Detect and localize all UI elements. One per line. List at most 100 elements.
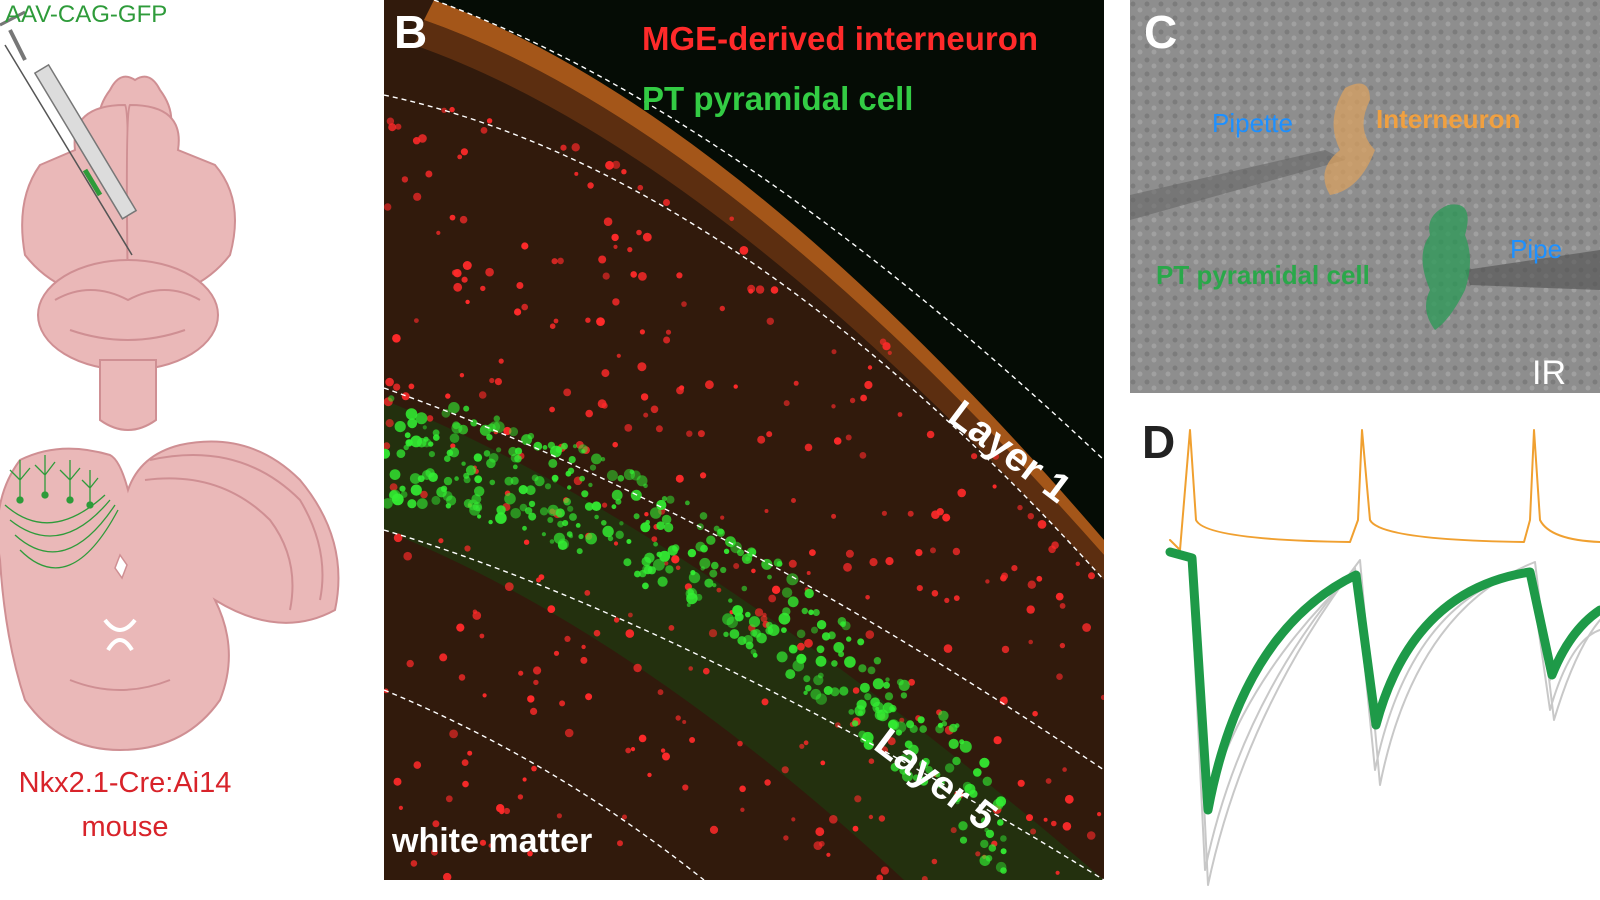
interneuron-dot <box>393 777 402 786</box>
pyramidal-cell-dot <box>492 421 505 433</box>
interneuron-dot <box>559 700 566 707</box>
pyramidal-cell-dot <box>952 756 961 766</box>
pyramidal-cell-dot <box>725 536 736 548</box>
interneuron-dot <box>657 689 664 696</box>
interneuron-dot <box>445 795 453 803</box>
pyramidal-cell-dot <box>935 724 944 734</box>
interneuron-dot <box>584 590 591 596</box>
interneuron-dot <box>854 795 862 803</box>
interneuron-dot <box>585 693 593 701</box>
interneuron-dot <box>637 362 647 372</box>
pyramidal-cell-dot <box>729 629 740 639</box>
interneuron-dot <box>852 687 860 694</box>
interneuron-dot <box>826 852 831 857</box>
interneuron-dot <box>486 118 493 124</box>
pyramidal-cell-dot <box>440 485 448 492</box>
interneuron-dot <box>564 728 574 738</box>
pyramidal-cell-dot <box>465 465 477 476</box>
interneuron-dot <box>843 562 852 572</box>
pyramidal-cell-dot <box>615 530 624 539</box>
pyramidal-cell-dot <box>474 475 483 484</box>
pyramidal-cell-dot <box>872 678 884 690</box>
interneuron-dot <box>403 551 412 561</box>
interneuron-dot <box>480 285 486 292</box>
interneuron-dot <box>1062 822 1072 831</box>
pyramidal-cell-dot <box>634 570 641 578</box>
pipette-1-label: Pipette <box>1212 108 1293 138</box>
pyramidal-cell-dot <box>384 448 391 459</box>
interneuron-dot <box>458 674 466 681</box>
pyramidal-cell-dot <box>656 521 665 530</box>
interneuron-dot <box>881 510 887 516</box>
pyramidal-cell-dot <box>767 574 772 580</box>
panel-d-electrophysiology-traces: D <box>1130 400 1600 900</box>
interneuron-dot <box>461 759 469 766</box>
interneuron-dot <box>441 107 447 114</box>
interneuron-dot <box>879 338 887 346</box>
interneuron-dot <box>688 666 693 671</box>
pyramidal-cell-dot <box>709 569 718 578</box>
interneuron-dot <box>639 329 645 335</box>
interneuron-dot <box>504 582 514 591</box>
interneuron-dot <box>640 393 649 401</box>
legend-red: MGE-derived interneuron <box>642 20 1038 57</box>
pyramidal-cell-dot <box>716 528 725 537</box>
pt-neurons-illustration <box>4 455 119 569</box>
pyramidal-cell-dot <box>400 491 408 498</box>
interneuron-dot <box>783 400 790 407</box>
interneuron-dot <box>950 827 957 834</box>
interneuron-dot <box>516 282 524 289</box>
pyramidal-cell-dot <box>409 473 421 484</box>
interneuron-dot <box>414 318 419 323</box>
pyramidal-cell-dot <box>549 539 555 544</box>
pyramidal-cell-dot <box>722 613 734 626</box>
pyramidal-cell-dot <box>748 616 761 628</box>
interneuron-dot <box>755 285 765 294</box>
interneuron-dot <box>662 752 670 761</box>
interneuron-dot <box>793 380 799 386</box>
interneuron-dot <box>480 126 488 134</box>
pyramidal-cell-dot <box>531 474 539 482</box>
pyramidal-cell-dot <box>403 444 409 451</box>
interneuron-dot <box>385 377 394 387</box>
interneuron-dot <box>671 555 680 564</box>
pyramidal-cell-dot <box>569 513 577 521</box>
pyramidal-cell-dot <box>407 418 418 429</box>
interneuron-dot <box>514 308 522 316</box>
pyramidal-cell-dot <box>472 502 482 512</box>
pyramidal-cell-dot <box>407 499 417 509</box>
interneuron-dot <box>908 678 915 686</box>
pyramidal-cell-dot <box>477 514 482 519</box>
pyramidal-cell-dot <box>542 445 548 450</box>
pyramidal-cell-dot <box>803 690 808 695</box>
pyramidal-cell-dot <box>483 450 491 457</box>
pyramidal-cell-dot <box>519 503 528 512</box>
pyramidal-cell-dot <box>890 707 896 712</box>
pyramidal-cell-dot <box>541 532 546 537</box>
injection-label: AAV-CAG-GFP <box>5 1 167 28</box>
interneuron-dot <box>585 409 593 418</box>
interneuron-dot <box>408 383 415 390</box>
interneuron-dot <box>804 443 813 452</box>
interneuron-dot <box>1026 605 1035 614</box>
interneuron-dot <box>627 247 633 253</box>
interneuron-dot <box>849 397 856 404</box>
pyramidal-cell-dot <box>449 433 460 444</box>
pyramidal-cell-dot <box>811 626 818 634</box>
interneuron-dot <box>522 777 527 782</box>
pyramidal-cell-dot <box>602 525 614 538</box>
pyramidal-cell-dot <box>445 503 452 509</box>
pyramidal-cell-dot <box>854 705 866 717</box>
interneuron-dot <box>708 629 718 638</box>
interneuron-dot <box>1100 694 1104 700</box>
pyramidal-cell-dot <box>389 469 401 480</box>
pyramidal-cell-dot <box>796 629 806 639</box>
interneuron-dot <box>585 317 591 323</box>
interneuron-dot <box>1064 794 1074 804</box>
interneuron-dot <box>716 587 722 593</box>
interneuron-dot <box>384 203 392 211</box>
interneuron-dot <box>930 547 936 554</box>
pyramidal-cell-dot <box>873 657 882 665</box>
interneuron-dot <box>549 323 556 330</box>
interneuron-dot <box>613 617 620 623</box>
